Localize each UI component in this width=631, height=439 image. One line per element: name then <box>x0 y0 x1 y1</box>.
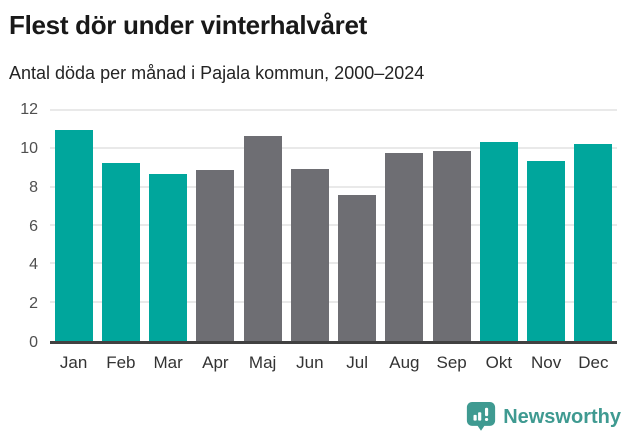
gridline-y-6 <box>50 224 617 226</box>
bars-container <box>50 111 617 341</box>
bar-aug <box>385 153 424 341</box>
x-axis: Jan Feb Mar Apr Maj Jun Jul Aug Sep Okt Nov Dec <box>50 344 617 373</box>
x-tick-label-feb: Feb <box>106 353 136 372</box>
plot-area <box>50 109 617 344</box>
newsworthy-logo-icon <box>467 402 496 431</box>
bar-maj <box>243 135 282 341</box>
x-tick-label-mar: Mar <box>153 353 183 372</box>
bar-jun <box>290 168 329 341</box>
bar-nov <box>527 160 566 341</box>
gridline-y-2 <box>50 300 617 303</box>
gridline-y-8 <box>50 185 617 188</box>
bar-slot-jul <box>334 111 381 341</box>
bar-slot-jun <box>286 111 333 341</box>
bar-slot-jan <box>50 111 97 341</box>
bar-feb <box>101 162 140 341</box>
y-tick-label-0: 0 <box>29 334 38 351</box>
x-tick-label-apr: Apr <box>202 353 229 372</box>
bar-slot-dec <box>570 111 617 341</box>
y-tick-label-10: 10 <box>20 139 38 157</box>
chart-title: Flest dör under vinterhalvåret <box>9 10 367 40</box>
chart-header: Flest dör under vinterhalvåret Antal död… <box>0 0 631 85</box>
y-tick-label-12: 12 <box>20 101 38 118</box>
brand-footer: Newsworthy <box>466 401 621 434</box>
brand-name: Newsworthy <box>503 406 621 428</box>
bar-slot-aug <box>381 111 428 341</box>
gridline-y-10 <box>50 147 617 150</box>
bar-slot-maj <box>239 111 286 341</box>
bar-sep <box>432 151 471 341</box>
x-tick-label-okt: Okt <box>485 353 513 372</box>
x-tick-label-aug: Aug <box>389 353 420 372</box>
bar-okt <box>479 141 518 341</box>
bar-jul <box>338 195 377 341</box>
bar-slot-feb <box>97 111 144 341</box>
y-tick-label-4: 4 <box>29 256 38 274</box>
chart-subtitle: Antal döda per månad i Pajala kommun, 20… <box>9 63 425 83</box>
bar-slot-apr <box>192 111 239 341</box>
bar-slot-okt <box>475 111 522 341</box>
x-tick-label-sep: Sep <box>436 353 467 372</box>
y-tick-label-2: 2 <box>29 295 38 313</box>
bar-apr <box>196 170 235 341</box>
x-tick-label-nov: Nov <box>531 353 562 372</box>
bar-slot-sep <box>428 111 475 341</box>
bar-slot-nov <box>523 111 570 341</box>
x-tick-label-jun: Jun <box>296 353 324 372</box>
bar-chart: 0 2 4 6 8 10 12 <box>0 101 631 351</box>
y-tick-label-8: 8 <box>29 178 38 196</box>
y-tick-label-6: 6 <box>29 217 38 235</box>
x-tick-label-maj: Maj <box>248 353 277 372</box>
x-tick-label-jan: Jan <box>59 353 88 372</box>
y-axis: 0 2 4 6 8 10 12 <box>0 101 50 351</box>
gridline-y-12 <box>50 109 617 111</box>
bar-dec <box>574 143 613 341</box>
bar-jan <box>54 130 93 341</box>
x-tick-label-jul: Jul <box>346 353 368 372</box>
bar-slot-mar <box>145 111 192 341</box>
x-tick-label-dec: Dec <box>578 353 609 372</box>
bar-mar <box>149 174 188 341</box>
gridline-y-4 <box>50 262 617 265</box>
